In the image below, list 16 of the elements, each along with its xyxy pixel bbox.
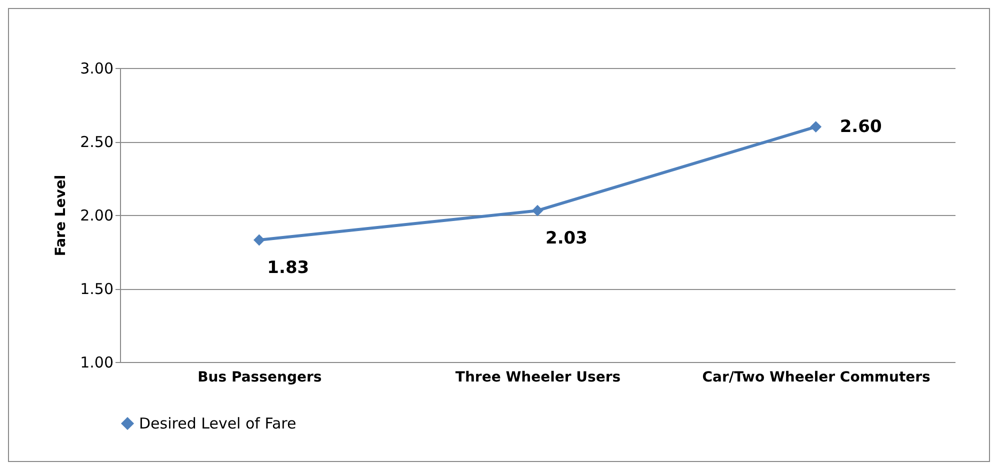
y-tick-label: 2.50 — [80, 133, 114, 151]
x-tick-label: Car/Two Wheeler Commuters — [702, 370, 930, 386]
data-label: 2.60 — [840, 116, 882, 137]
data-label: 1.83 — [267, 258, 310, 278]
x-tick-label: Three Wheeler Users — [455, 370, 621, 386]
legend-label: Desired Level of Fare — [139, 414, 296, 432]
point — [253, 234, 265, 246]
point — [810, 121, 822, 132]
y-axis-title: Fare Level — [53, 174, 70, 256]
x-tick-label: Bus Passengers — [198, 370, 322, 386]
y-tick-label: 2.00 — [80, 206, 114, 224]
y-tick-label: 1.50 — [80, 280, 114, 298]
y-tick-label: 1.00 — [80, 354, 114, 372]
y-tick-label: 3.00 — [80, 60, 114, 78]
point — [532, 204, 544, 216]
data-label: 2.03 — [546, 228, 588, 249]
